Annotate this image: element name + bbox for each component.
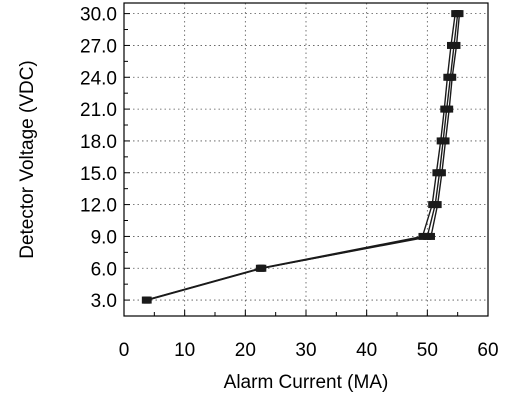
data-point-marker [433,201,442,209]
grid-lines [124,3,488,316]
data-point-marker [257,264,266,272]
data-point-marker [441,137,450,145]
data-point-marker [437,169,446,177]
series-line [146,13,461,301]
axis-ticks [123,13,489,316]
x-tick-label: 60 [477,340,498,361]
x-tick-label: 10 [174,340,195,361]
y-tick-label: 21.0 [80,100,117,121]
y-tick-label: 27.0 [80,36,117,57]
y-tick-label: 6.0 [91,259,117,280]
x-tick-label: 30 [295,340,316,361]
x-tick-label: 20 [235,340,256,361]
series-3 [142,10,464,304]
x-tick-label: 50 [417,340,438,361]
y-tick-label: 24.0 [80,68,117,89]
x-tick-label: 0 [119,340,130,361]
series-1 [141,10,460,304]
data-point-marker [448,73,457,81]
y-tick-labels: 3.0 6.0 9.0 12.0 15.0 18.0 21.0 24.0 27.0 30.0 [80,5,117,312]
y-tick-label: 18.0 [80,132,117,153]
data-point-marker [445,105,454,113]
x-axis-title: Alarm Current (MA) [224,372,389,393]
series-line [145,13,456,301]
series-line [147,13,459,301]
y-tick-label: 9.0 [91,227,117,248]
y-tick-label: 3.0 [91,291,117,312]
x-tick-label: 40 [356,340,377,361]
series-layer [141,10,464,304]
y-tick-label: 12.0 [80,196,117,217]
y-tick-label: 15.0 [80,164,117,185]
data-point-marker [418,232,427,240]
y-tick-label: 30.0 [80,5,117,26]
x-tick-labels: 0 10 20 30 40 50 60 [119,340,499,361]
data-point-marker [452,41,461,49]
data-point-marker [426,232,435,240]
data-point-marker [455,10,464,18]
y-axis-title: Detector Voltage (VDC) [17,60,38,259]
data-point-marker [142,296,151,304]
